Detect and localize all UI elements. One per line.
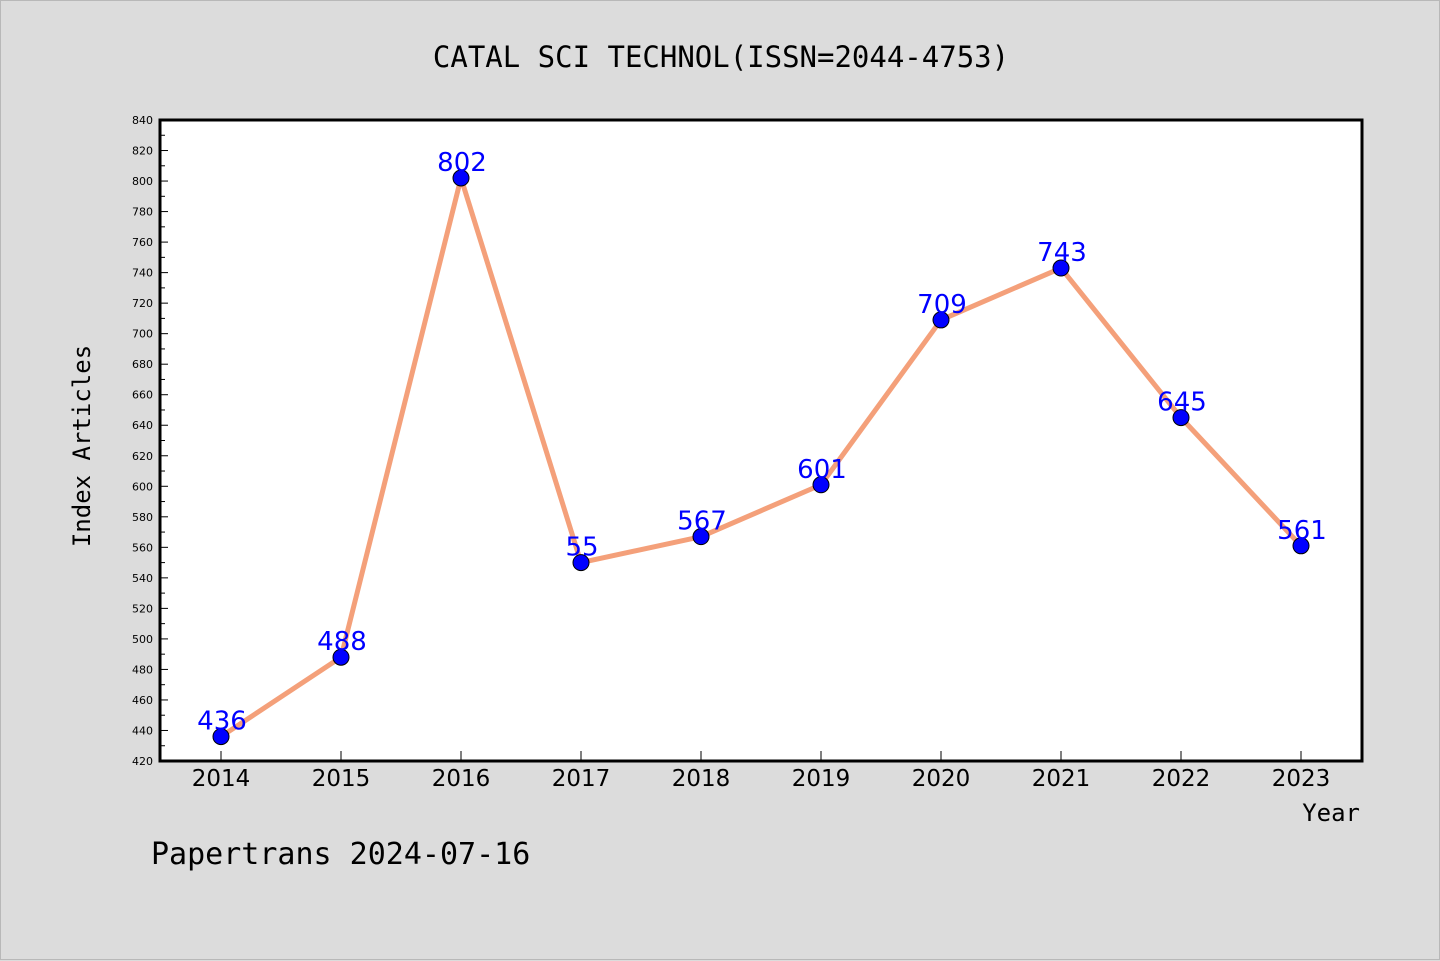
x-tick-label: 2015 <box>312 766 371 792</box>
plot-area <box>158 118 1364 763</box>
y-tick-label: 700 <box>132 328 153 341</box>
y-tick-label: 440 <box>132 724 153 737</box>
data-point <box>572 554 590 572</box>
x-tick-label: 2021 <box>1032 766 1091 792</box>
data-point <box>932 311 950 329</box>
data-label: 709 <box>917 290 967 320</box>
data-point <box>1292 537 1310 555</box>
x-tick-label: 2018 <box>672 766 731 792</box>
y-tick-label: 580 <box>132 511 153 524</box>
y-tick-label: 800 <box>132 175 153 188</box>
y-tick-label: 460 <box>132 694 153 707</box>
data-label: 743 <box>1037 238 1087 268</box>
y-tick-label: 420 <box>132 755 153 768</box>
x-tick-label: 2022 <box>1152 766 1211 792</box>
data-label: 561 <box>1277 516 1327 546</box>
y-tick-label: 620 <box>132 450 153 463</box>
y-tick-label: 640 <box>132 419 153 432</box>
y-tick-label: 560 <box>132 541 153 554</box>
x-tick-label: 2017 <box>552 766 611 792</box>
data-label: 488 <box>317 627 367 657</box>
y-axis-label: Index Articles <box>68 345 96 547</box>
series-line <box>219 175 1303 739</box>
data-point <box>332 648 350 666</box>
y-tick-label: 740 <box>132 267 153 280</box>
series-group: 436 488 802 55 567 601 709 743 645 561 <box>197 148 1327 746</box>
x-tick-label: 2016 <box>432 766 491 792</box>
y-tick-label: 520 <box>132 602 153 615</box>
chart-title: CATAL SCI TECHNOL(ISSN=2044-4753) <box>433 40 1009 74</box>
x-tick-label: 2014 <box>192 766 251 792</box>
data-label: 802 <box>437 148 487 178</box>
x-tick-label: 2019 <box>792 766 851 792</box>
data-point <box>812 476 830 494</box>
data-point <box>452 169 470 187</box>
data-label: 436 <box>197 707 247 737</box>
y-tick-label: 760 <box>132 236 153 249</box>
y-tick-label: 840 <box>132 114 153 127</box>
data-label: 55 <box>565 533 598 563</box>
x-axis-label: Year <box>1302 799 1360 827</box>
y-axis: 420 440 460 480 500 520 540 560 580 600 620 640 660 6… <box>132 114 168 768</box>
y-tick-label: 720 <box>132 297 153 310</box>
data-label: 645 <box>1157 388 1207 418</box>
y-tick-label: 680 <box>132 358 153 371</box>
y-tick-label: 540 <box>132 572 153 585</box>
x-axis: 2014 2015 2016 2017 2018 2019 2020 2021 2022 2023 <box>192 751 1331 792</box>
y-tick-label: 500 <box>132 633 153 646</box>
y-tick-label: 660 <box>132 389 153 402</box>
y-tick-label: 600 <box>132 480 153 493</box>
footer-credit: Papertrans 2024-07-16 <box>151 837 530 872</box>
x-tick-label: 2023 <box>1272 766 1331 792</box>
data-label: 601 <box>797 455 847 485</box>
data-point <box>1172 409 1190 427</box>
data-label: 567 <box>677 507 727 537</box>
data-point <box>1052 259 1070 277</box>
y-tick-label: 780 <box>132 206 153 219</box>
y-tick-label: 820 <box>132 145 153 158</box>
data-point <box>212 728 230 746</box>
x-tick-label: 2020 <box>912 766 971 792</box>
y-tick-label: 480 <box>132 663 153 676</box>
data-point <box>692 528 710 546</box>
